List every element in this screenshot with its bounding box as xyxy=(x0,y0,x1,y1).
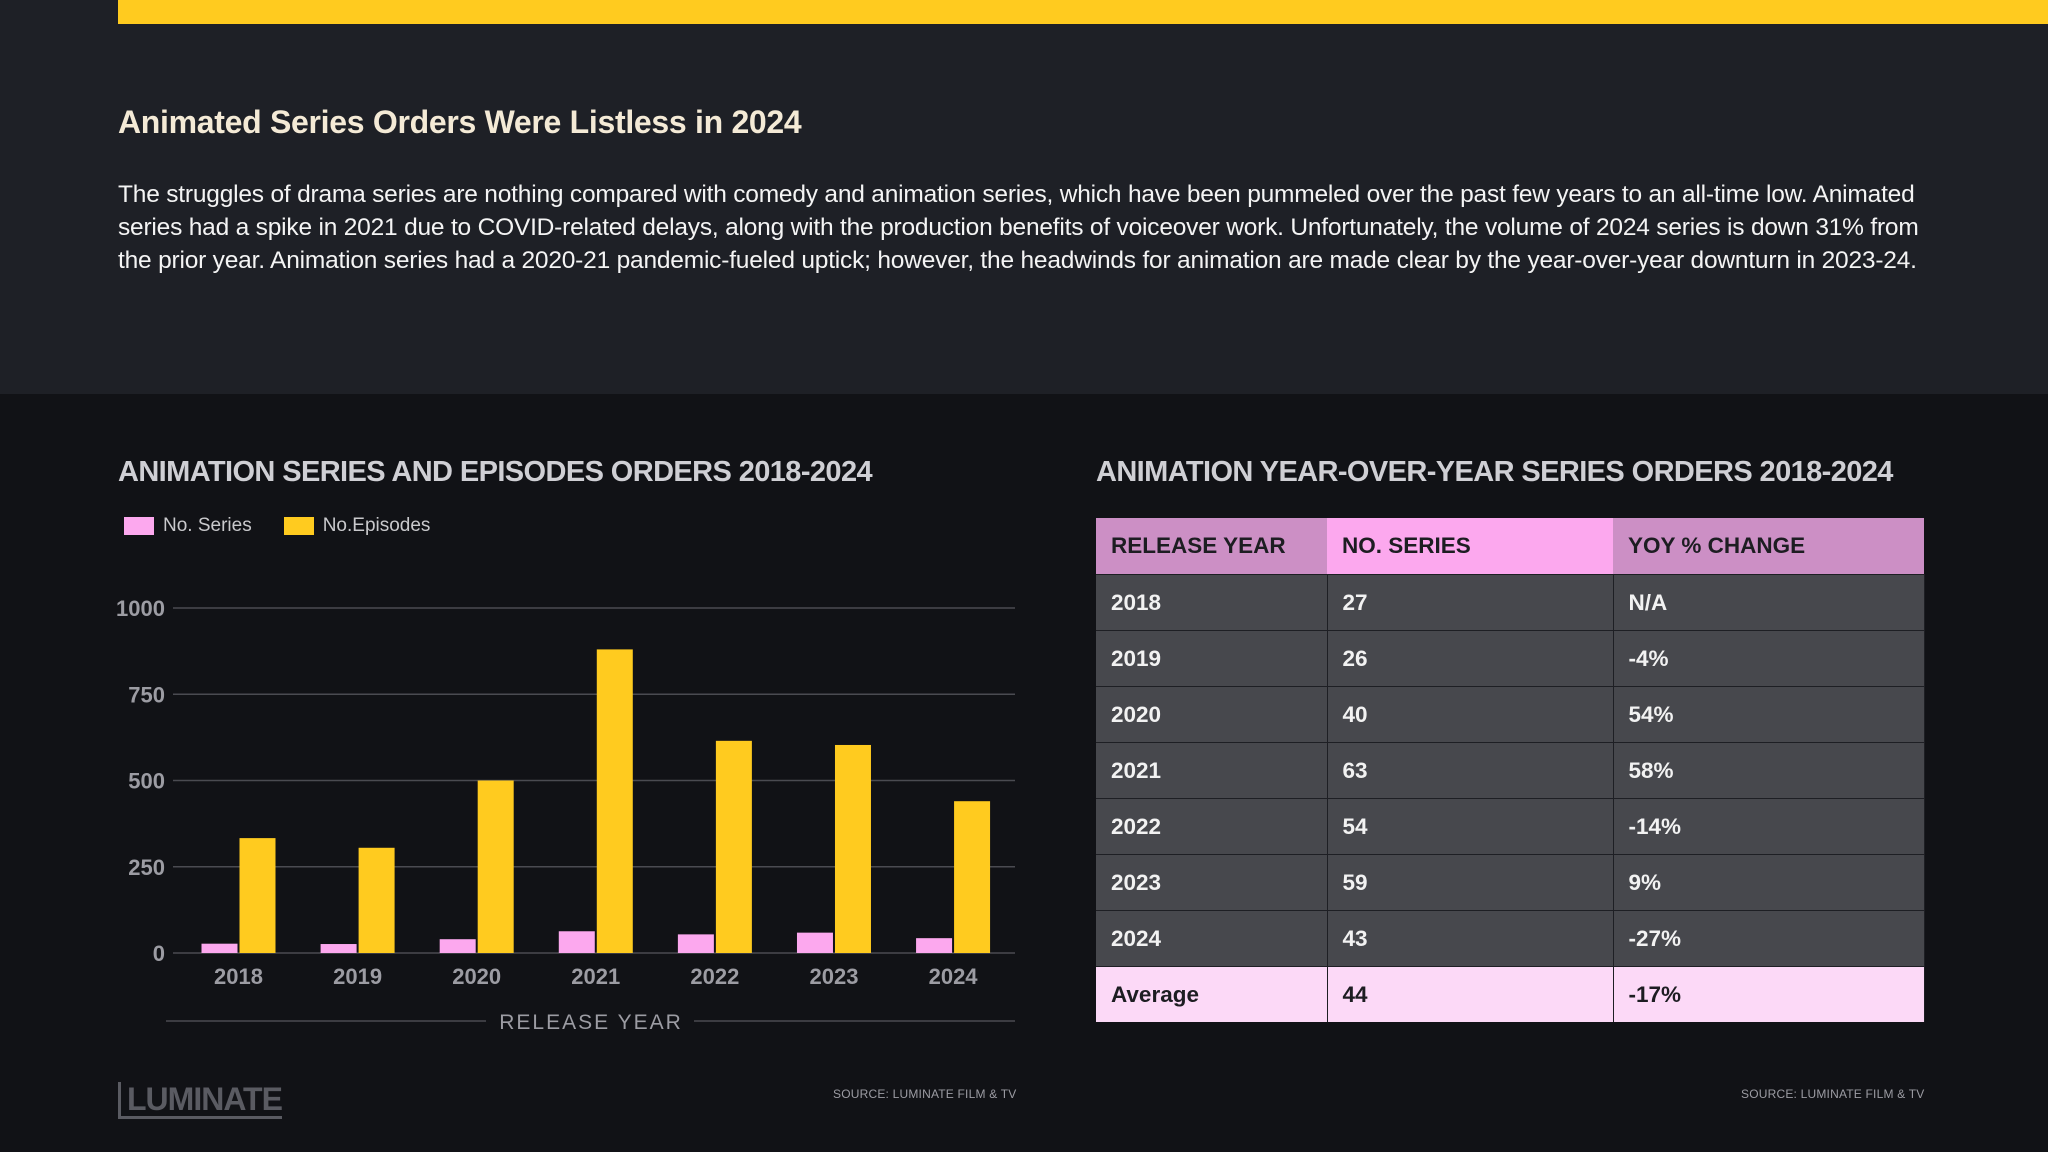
legend-item-episodes: No.Episodes xyxy=(283,515,431,537)
table-cell-year: 2020 xyxy=(1096,686,1328,743)
bar-series xyxy=(916,938,953,953)
table-header-yoy-change: YOY % CHANGE xyxy=(1613,518,1924,575)
table-header-row: RELEASE YEAR NO. SERIES YOY % CHANGE xyxy=(1096,518,1924,575)
intro-panel: Animated Series Orders Were Listless in … xyxy=(0,0,2048,394)
table-cell-change: 9% xyxy=(1613,854,1925,911)
table-cell-year: 2019 xyxy=(1096,630,1328,687)
table-cell-change: -4% xyxy=(1613,630,1925,687)
chart-legend: No. Series No.Episodes xyxy=(124,514,462,538)
chart-title: ANIMATION SERIES AND EPISODES ORDERS 201… xyxy=(118,456,873,488)
table-source-note: SOURCE: LUMINATE FILM & TV xyxy=(1741,1087,1925,1101)
bar-series xyxy=(558,931,595,953)
accent-bar xyxy=(118,0,2048,24)
table-cell-year: 2024 xyxy=(1096,910,1328,967)
x-tick-label: 2023 xyxy=(809,964,858,989)
luminate-logo: LUMINATE xyxy=(118,1082,283,1119)
bar-episodes xyxy=(954,801,991,953)
x-axis-title: RELEASE YEAR xyxy=(499,1011,683,1034)
bar-episodes xyxy=(477,780,514,953)
bar-series xyxy=(320,944,357,953)
table-cell-year: 2022 xyxy=(1096,798,1328,855)
y-tick-label: 500 xyxy=(128,769,165,794)
table-average-row: Average 44 -17% xyxy=(1096,966,1925,1022)
table-cell-change: 54% xyxy=(1613,686,1925,743)
x-tick-label: 2021 xyxy=(571,964,620,989)
y-tick-label: 1000 xyxy=(116,596,165,621)
table-cell-average-change: -17% xyxy=(1613,966,1925,1022)
table-cell-year: 2021 xyxy=(1096,742,1328,799)
x-tick-label: 2020 xyxy=(452,964,501,989)
table-row: 2023 59 9% xyxy=(1096,854,1925,911)
table-cell-year: 2023 xyxy=(1096,854,1328,911)
chart-source-note: SOURCE: LUMINATE FILM & TV xyxy=(833,1087,1017,1101)
table-cell-year: 2018 xyxy=(1096,574,1328,631)
table-row: 2018 27 N/A xyxy=(1096,574,1925,631)
x-tick-label: 2024 xyxy=(929,964,979,989)
legend-swatch-series xyxy=(124,517,154,535)
table-row: 2022 54 -14% xyxy=(1096,798,1925,855)
legend-label-series: No. Series xyxy=(163,515,252,536)
legend-item-series: No. Series xyxy=(124,515,252,537)
table-header-no-series: NO. SERIES xyxy=(1327,518,1613,575)
table-cell-average-label: Average xyxy=(1096,966,1328,1022)
x-tick-label: 2019 xyxy=(333,964,382,989)
legend-label-episodes: No.Episodes xyxy=(322,515,431,536)
table-cell-change: -14% xyxy=(1613,798,1925,855)
table-cell-series: 40 xyxy=(1327,686,1614,743)
table-cell-average-series: 44 xyxy=(1327,966,1614,1022)
table-cell-series: 54 xyxy=(1327,798,1614,855)
table-row: 2020 40 54% xyxy=(1096,686,1925,743)
table-row: 2024 43 -27% xyxy=(1096,910,1925,967)
yoy-table: RELEASE YEAR NO. SERIES YOY % CHANGE 201… xyxy=(1096,518,1925,1022)
table-row: 2021 63 58% xyxy=(1096,742,1925,799)
bar-episodes xyxy=(834,744,871,953)
table-cell-series: 43 xyxy=(1327,910,1614,967)
bar-episodes xyxy=(358,847,395,953)
table-row: 2019 26 -4% xyxy=(1096,630,1925,687)
page-title: Animated Series Orders Were Listless in … xyxy=(118,104,802,140)
y-tick-label: 750 xyxy=(128,682,165,707)
table-cell-series: 63 xyxy=(1327,742,1614,799)
table-cell-series: 27 xyxy=(1327,574,1614,631)
table-header-release-year: RELEASE YEAR xyxy=(1096,518,1327,575)
bar-chart: 0 250 500 750 1000 2018 2019 2020 2021 2022 2023 20… xyxy=(116,596,1015,1034)
table-cell-change: N/A xyxy=(1613,574,1925,631)
intro-paragraph: The struggles of drama series are nothin… xyxy=(118,181,1919,274)
y-tick-label: 250 xyxy=(128,855,165,880)
table-cell-series: 59 xyxy=(1327,854,1614,911)
y-tick-label: 0 xyxy=(153,941,165,966)
legend-swatch-episodes xyxy=(283,517,314,535)
bar-episodes xyxy=(715,740,752,953)
bar-series xyxy=(201,943,238,953)
bar-series xyxy=(439,939,476,953)
bar-episodes xyxy=(239,838,276,953)
table-cell-change: 58% xyxy=(1613,742,1925,799)
bar-series xyxy=(677,934,714,953)
bar-series xyxy=(796,932,833,953)
table-title: ANIMATION YEAR-OVER-YEAR SERIES ORDERS 2… xyxy=(1096,456,1893,488)
x-tick-label: 2022 xyxy=(690,964,739,989)
bar-episodes xyxy=(596,649,633,953)
table-cell-change: -27% xyxy=(1613,910,1925,967)
x-tick-label: 2018 xyxy=(214,964,263,989)
table-cell-series: 26 xyxy=(1327,630,1614,687)
